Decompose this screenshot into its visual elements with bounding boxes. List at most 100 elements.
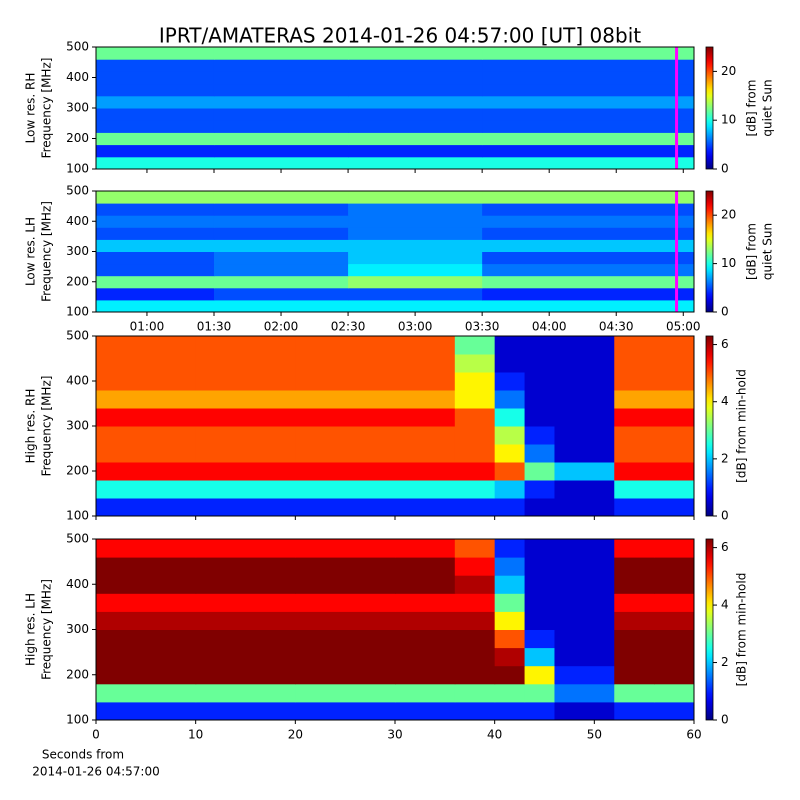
colorbar-tick-label: 4 (721, 598, 729, 612)
y-tick-label: 100 (66, 713, 89, 727)
heatmap-cell (395, 498, 456, 517)
heatmap-cell (554, 575, 615, 594)
heatmap-cell (96, 239, 215, 252)
colorbar-label: [dB] from min-hold (735, 369, 749, 483)
heatmap-cell (554, 336, 615, 355)
heatmap-cell (654, 462, 695, 481)
heatmap-cell (614, 372, 655, 391)
heatmap-cell (482, 239, 695, 252)
heatmap-cell (96, 498, 197, 517)
heatmap-cell (654, 498, 695, 517)
heatmap-cell (554, 593, 615, 612)
heatmap-cell (96, 227, 215, 240)
heatmap-cell (482, 120, 695, 133)
heatmap-cell (195, 372, 296, 391)
colorbar-tick-label: 10 (721, 256, 736, 270)
heatmap-cell (348, 239, 483, 252)
heatmap-cell (482, 132, 695, 146)
heatmap-cell (654, 354, 695, 373)
heatmap-cell (213, 144, 349, 158)
heatmap-cell (395, 665, 456, 685)
heatmap-cell (348, 275, 483, 289)
y-tick-label: 100 (66, 162, 89, 176)
heatmap-cell (348, 287, 483, 301)
x-tick-label: 0 (92, 728, 100, 742)
heatmap-cell (348, 59, 483, 72)
heatmap-cell (195, 665, 296, 685)
heatmap-cell (654, 701, 695, 721)
heatmap-cell (554, 444, 615, 463)
heatmap-cell (213, 59, 349, 72)
heatmap-cell (96, 59, 215, 72)
colorbar-tick-label: 6 (721, 540, 729, 554)
y-tick-label: 500 (66, 532, 89, 546)
x-tick-label: 02:30 (331, 320, 366, 334)
heatmap-cell (524, 647, 555, 667)
colorbar-label: [dB] from (745, 223, 759, 280)
heatmap-cell (494, 444, 526, 463)
colorbar-label: [dB] from (745, 80, 759, 137)
heatmap-cell (614, 390, 655, 409)
heatmap-cell (96, 426, 197, 445)
heatmap-cell (494, 611, 526, 630)
heatmap-cell (554, 480, 615, 499)
heatmap-cell (213, 215, 349, 228)
heatmap-cell (554, 354, 615, 373)
heatmap-cell (614, 629, 655, 649)
heatmap-cell (96, 108, 215, 121)
heatmap-cell (96, 120, 215, 133)
heatmap-cell (348, 47, 483, 60)
heatmap-cell (524, 575, 555, 594)
heatmap-cell (96, 408, 197, 427)
heatmap-cell (213, 95, 349, 109)
heatmap-cell (554, 390, 615, 409)
heatmap-cell (482, 71, 695, 85)
heatmap-cell (482, 263, 695, 277)
heatmap-cell (395, 426, 456, 445)
heatmap-cell (454, 480, 496, 499)
heatmap-cell (524, 354, 555, 373)
heatmap-cell (96, 156, 215, 170)
heatmap-cell (614, 575, 655, 594)
y-tick-label: 400 (66, 374, 89, 388)
heatmap-cell (614, 683, 655, 703)
heatmap-cell (295, 575, 396, 594)
heatmap-cell (96, 539, 197, 558)
heatmap-cell (454, 372, 496, 391)
heatmap-cell (96, 701, 197, 721)
heatmap-cell (348, 156, 483, 170)
heatmap-cell (195, 336, 296, 355)
heatmap-cell (395, 611, 456, 630)
heatmap-cell (195, 354, 296, 373)
heatmap-cell (96, 132, 215, 146)
x-tick-label: 02:00 (264, 320, 299, 334)
x-tick-label: 01:30 (197, 320, 232, 334)
x-tick-label: 60 (686, 728, 701, 742)
heatmap-cell (494, 539, 526, 558)
heatmap-cell (96, 191, 215, 204)
heatmap-cell (454, 647, 496, 667)
heatmap-cell (96, 47, 215, 60)
y-tick-label: 300 (66, 244, 89, 258)
heatmap-cell (614, 426, 655, 445)
heatmap-cell (524, 611, 555, 630)
heatmap-cell (295, 557, 396, 576)
heatmap-cell (614, 498, 655, 517)
heatmap-cell (494, 480, 526, 499)
x-tick-label: 10 (188, 728, 203, 742)
y-tick-label: 300 (66, 622, 89, 636)
colorbar-tick-label: 0 (721, 162, 729, 176)
heatmap-cell (96, 251, 215, 265)
heatmap-cell (348, 132, 483, 146)
heatmap-cell (614, 480, 655, 499)
heatmap-cell (96, 557, 197, 576)
heatmap-cell (395, 539, 456, 558)
y-tick-label: 500 (66, 184, 89, 198)
heatmap-cell (195, 390, 296, 409)
y-tick-label: 500 (66, 329, 89, 343)
heatmap-cell (482, 156, 695, 170)
heatmap-cell (395, 701, 456, 721)
heatmap-cell (295, 390, 396, 409)
heatmap-cell (554, 647, 615, 667)
heatmap-cell (454, 444, 496, 463)
